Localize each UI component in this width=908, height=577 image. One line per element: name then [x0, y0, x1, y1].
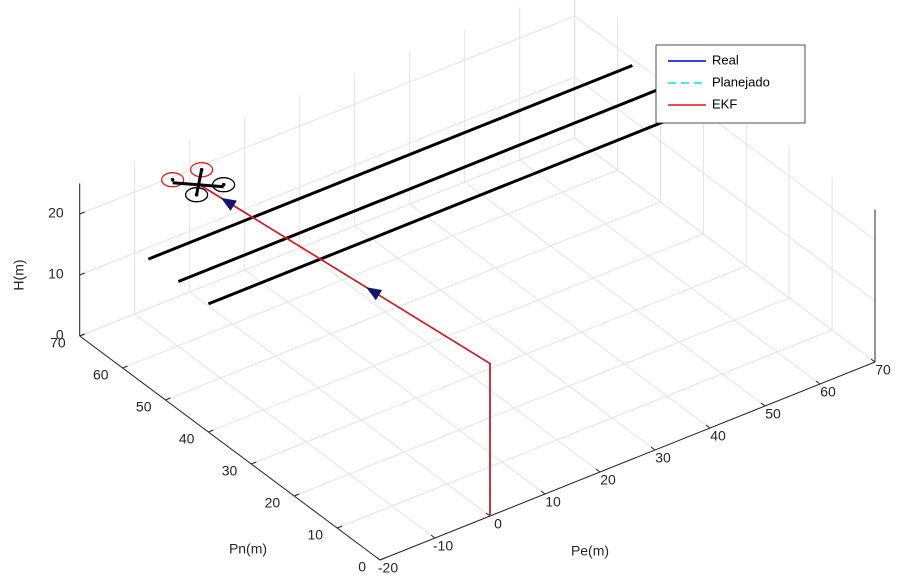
grid-line	[354, 225, 656, 451]
z-tick-label: 0	[56, 327, 64, 343]
z-axis-label: H(m)	[11, 259, 27, 290]
x-tick	[760, 402, 766, 407]
x-tick	[595, 468, 601, 473]
x-tick	[375, 556, 381, 561]
y-tick	[379, 557, 386, 561]
y-tick	[251, 461, 257, 465]
grid-line	[244, 269, 546, 495]
grid-line	[519, 159, 821, 385]
grid-line	[574, 15, 876, 241]
grid-line	[336, 329, 833, 529]
x-tick-label: 40	[710, 428, 726, 444]
grid-line	[122, 169, 618, 369]
wire	[177, 86, 663, 283]
x-tick-label: 70	[875, 362, 891, 378]
y-tick	[165, 397, 171, 401]
x-tick	[540, 490, 546, 495]
x-tick	[815, 380, 821, 385]
drone	[160, 162, 236, 203]
y-axis-label: Pn(m)	[229, 541, 267, 557]
z-tick	[79, 211, 85, 215]
y-tick-label: 20	[265, 495, 281, 511]
direction-arrow	[366, 287, 383, 301]
legend: Real Planejado EKF	[655, 44, 806, 124]
y-tick	[208, 429, 214, 433]
grid-line	[409, 203, 711, 429]
series-line	[199, 184, 491, 516]
series-line	[199, 184, 491, 516]
z-tick	[79, 333, 85, 337]
x-tick-label: 20	[600, 472, 616, 488]
z-tick-label: 10	[48, 266, 64, 282]
plot-area	[79, 64, 876, 561]
legend-box	[655, 44, 806, 124]
x-tick	[650, 446, 656, 451]
y-tick	[294, 493, 300, 497]
grid-line	[574, 137, 876, 363]
y-tick-label: 60	[93, 367, 109, 383]
z-tick-label: 20	[48, 205, 64, 221]
legend-label: Real	[712, 52, 739, 67]
grid-line	[79, 76, 575, 276]
grid-line	[251, 265, 747, 465]
y-tick-label: 50	[136, 399, 152, 415]
grid-line	[574, 76, 876, 302]
y-tick-label: 40	[179, 431, 195, 447]
y-tick	[336, 525, 343, 529]
y-tick-label: 30	[222, 463, 238, 479]
x-tick-label: 0	[494, 516, 502, 532]
axis-line	[79, 335, 381, 561]
rotor	[160, 172, 185, 188]
wire	[207, 108, 693, 306]
grid	[79, 0, 876, 561]
x-tick-label: 10	[545, 494, 561, 510]
wire	[147, 64, 633, 261]
grid-line	[134, 313, 436, 539]
x-tick	[870, 358, 876, 363]
y-tick-label: 70	[50, 335, 66, 351]
x-axis-label: Pe(m)	[571, 543, 609, 559]
drone-arm	[195, 169, 204, 195]
series-line	[199, 184, 491, 516]
y-tick-label: 0	[358, 559, 366, 575]
grid-line	[165, 201, 661, 401]
legend-label: EKF	[712, 96, 737, 111]
x-tick	[430, 534, 436, 539]
axis-line	[379, 361, 876, 561]
x-tick-label: 30	[655, 450, 671, 466]
x-tick-label: 60	[820, 384, 836, 400]
legend-label: Planejado	[712, 74, 770, 89]
grid-line	[208, 233, 704, 433]
rotor-hub	[170, 177, 175, 182]
x-tick	[705, 424, 711, 429]
grid-line	[79, 137, 575, 337]
direction-arrow	[220, 197, 237, 211]
grid-line	[294, 297, 790, 497]
y-tick-label: 10	[308, 527, 324, 543]
grid-line	[299, 247, 601, 473]
x-tick-label: 50	[765, 406, 781, 422]
z-tick	[79, 272, 85, 276]
x-tick-label: -20	[378, 560, 398, 576]
grid-line	[189, 291, 491, 517]
y-tick	[122, 365, 128, 369]
x-tick-label: -10	[433, 538, 453, 554]
grid-line	[79, 15, 575, 215]
grid-line	[464, 181, 766, 407]
